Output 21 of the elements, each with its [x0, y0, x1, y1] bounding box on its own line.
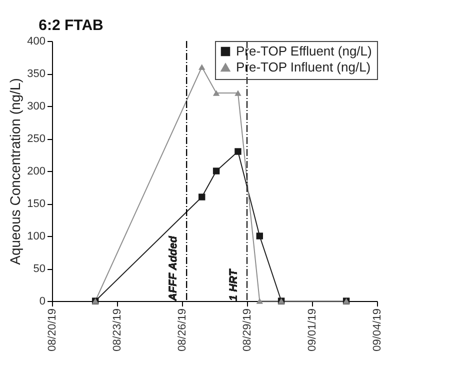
x-tick-label: 08/20/19: [46, 308, 58, 352]
y-axis-title: Aqueous Concentration (ng/L): [7, 78, 24, 265]
x-tick-label: 08/26/19: [176, 308, 188, 352]
y-tick-label: 400: [27, 36, 46, 48]
y-tick-label: 150: [27, 198, 46, 210]
legend-label: Pre-TOP Influent (ng/L): [236, 60, 371, 74]
legend-label: Pre-TOP Effluent (ng/L): [236, 44, 372, 58]
ref-line-label: 1 HRT: [228, 268, 240, 301]
y-tick-label: 50: [33, 263, 46, 275]
y-tick-label: 300: [27, 100, 46, 112]
x-tick-label: 09/01/19: [306, 308, 318, 352]
x-tick-label: 08/23/19: [112, 308, 124, 352]
y-tick-label: 100: [27, 230, 46, 242]
chart-title: 6:2 FTAB: [38, 17, 104, 34]
x-tick-label: 08/29/19: [242, 308, 254, 352]
y-tick-label: 250: [27, 133, 46, 145]
y-tick-label: 350: [27, 68, 46, 80]
ref-line-label: AFFF Added: [168, 236, 180, 302]
y-tick-label: 0: [39, 296, 46, 308]
y-tick-label: 200: [27, 166, 46, 178]
x-tick-label: 09/04/19: [372, 308, 384, 352]
